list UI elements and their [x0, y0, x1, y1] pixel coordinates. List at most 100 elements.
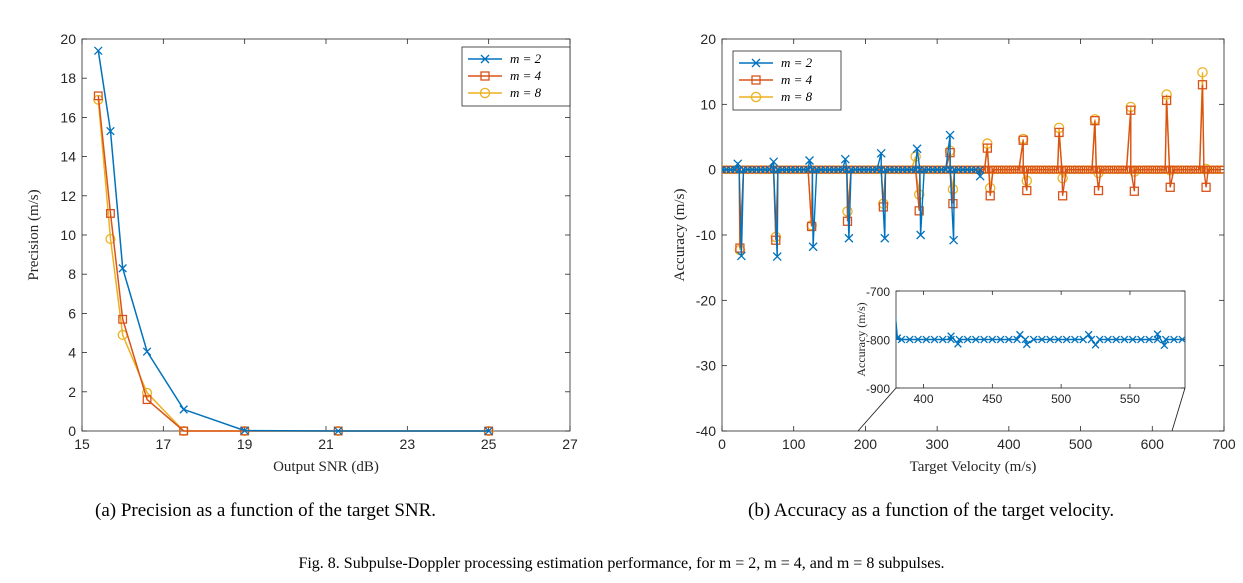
b-data-point	[1197, 80, 1208, 90]
b-data-point	[1066, 165, 1075, 174]
inset-data-point	[1104, 335, 1112, 344]
subcaption-a: (a) Precision as a function of the targe…	[95, 500, 437, 521]
b-data-point	[1079, 165, 1088, 174]
inset-data-point	[897, 335, 906, 344]
b-xtick-label: 100	[782, 436, 806, 452]
inset-xtick-label: 450	[982, 392, 1002, 406]
b-data-point	[997, 165, 1006, 174]
b-legend-swatch-marker	[751, 58, 761, 68]
b-data-point	[980, 165, 989, 174]
b-data-point	[844, 233, 854, 243]
b-legend-swatch-marker	[751, 75, 761, 85]
b-data-point	[975, 171, 985, 181]
inset-data-point	[954, 340, 962, 348]
b-data-point	[1139, 165, 1148, 174]
inset-xtick-label: 550	[1120, 392, 1140, 406]
b-data-point	[1208, 165, 1217, 174]
b-data-point	[1010, 165, 1019, 174]
a-ytick-label: 18	[60, 70, 76, 86]
b-data-point	[1022, 185, 1032, 196]
b-data-point	[1036, 165, 1045, 174]
b-inset-connector-left	[857, 387, 897, 432]
b-data-point	[808, 242, 818, 252]
inset-data-point	[1160, 341, 1169, 350]
b-data-point	[1122, 165, 1131, 174]
a-xtick-label: 19	[237, 436, 253, 452]
b-data-point	[772, 252, 782, 262]
b-xtick-label: 700	[1212, 436, 1236, 452]
inset-data-point	[1046, 335, 1054, 344]
b-legend-swatch-marker	[750, 91, 762, 103]
b-y-axis-label: Accuracy (m/s)	[672, 189, 688, 282]
b-data-point	[1101, 165, 1109, 174]
a-data-point	[94, 46, 103, 56]
inset-data-point	[947, 335, 955, 344]
b-data-point	[1070, 165, 1079, 174]
inset-data-point	[988, 335, 997, 344]
a-ytick-label: 20	[60, 31, 76, 47]
b-inset: 400 450 500 550 -900 -800 -700 Accuracy (m/s)	[854, 285, 1186, 432]
inset-ytick-label: -700	[866, 285, 890, 299]
a-xtick-label: 23	[400, 436, 416, 452]
b-data-point	[1200, 165, 1208, 174]
b-data-point	[982, 143, 992, 153]
a-data-point	[333, 426, 343, 436]
a-data-point	[93, 91, 103, 101]
b-data-point	[1161, 95, 1172, 106]
b-data-point	[1002, 165, 1010, 174]
inset-data-point	[1128, 335, 1137, 344]
inset-ytick-label: -900	[866, 382, 890, 396]
b-data-point	[1135, 165, 1144, 174]
b-data-point	[805, 156, 814, 165]
a-legend-entry: m = 2	[510, 51, 542, 66]
b-data-point	[949, 235, 959, 245]
inset-data-point	[1087, 335, 1096, 344]
b-data-point	[1191, 165, 1200, 174]
b-xtick-label: 500	[1069, 436, 1093, 452]
a-xtick-label: 21	[318, 436, 334, 452]
b-data-point	[1157, 165, 1165, 174]
b-ytick-label: -10	[696, 227, 716, 243]
inset-data-point	[980, 335, 988, 344]
inset-data-point	[896, 334, 902, 342]
inset-data-point	[1091, 340, 1100, 349]
inset-xtick-label: 500	[1051, 392, 1071, 406]
a-data-point	[118, 314, 128, 324]
b-data-point	[1090, 116, 1100, 126]
b-data-point	[1204, 165, 1213, 174]
b-data-point	[1187, 165, 1195, 174]
b-data-point	[1062, 165, 1071, 174]
b-data-point	[914, 206, 924, 216]
b-data-point	[1105, 165, 1114, 174]
inset-data-point	[963, 335, 972, 344]
b-data-point	[735, 243, 745, 253]
b-data-point	[1058, 165, 1066, 174]
b-data-point	[1018, 135, 1028, 145]
b-data-point	[993, 165, 1002, 174]
a-data-point	[179, 405, 188, 414]
inset-data-point	[1062, 335, 1071, 344]
b-data-point	[1217, 165, 1224, 174]
a-data-point	[142, 347, 152, 356]
b-series-line	[722, 84, 1222, 249]
inset-data-point	[1054, 335, 1063, 344]
b-data-point	[1201, 182, 1211, 192]
b-data-point	[1178, 165, 1187, 174]
b-data-point	[806, 221, 817, 232]
inset-data-point	[1120, 335, 1129, 344]
inset-data-point	[1112, 335, 1121, 344]
b-data-point	[1083, 165, 1092, 174]
a-data-point	[118, 264, 127, 273]
b-data-point	[1006, 165, 1015, 174]
b-data-point	[1054, 127, 1064, 138]
b-data-point	[985, 191, 995, 201]
b-data-point	[945, 130, 955, 140]
b-data-point	[1027, 165, 1036, 174]
inset-data-point	[1071, 335, 1079, 344]
b-series-x	[722, 130, 985, 262]
inset-data-point	[1170, 335, 1178, 344]
b-legend-entry: m = 8	[781, 89, 813, 104]
b-data-point	[1093, 185, 1104, 196]
b-ytick-label: -40	[696, 423, 716, 439]
a-data-point	[240, 426, 249, 435]
